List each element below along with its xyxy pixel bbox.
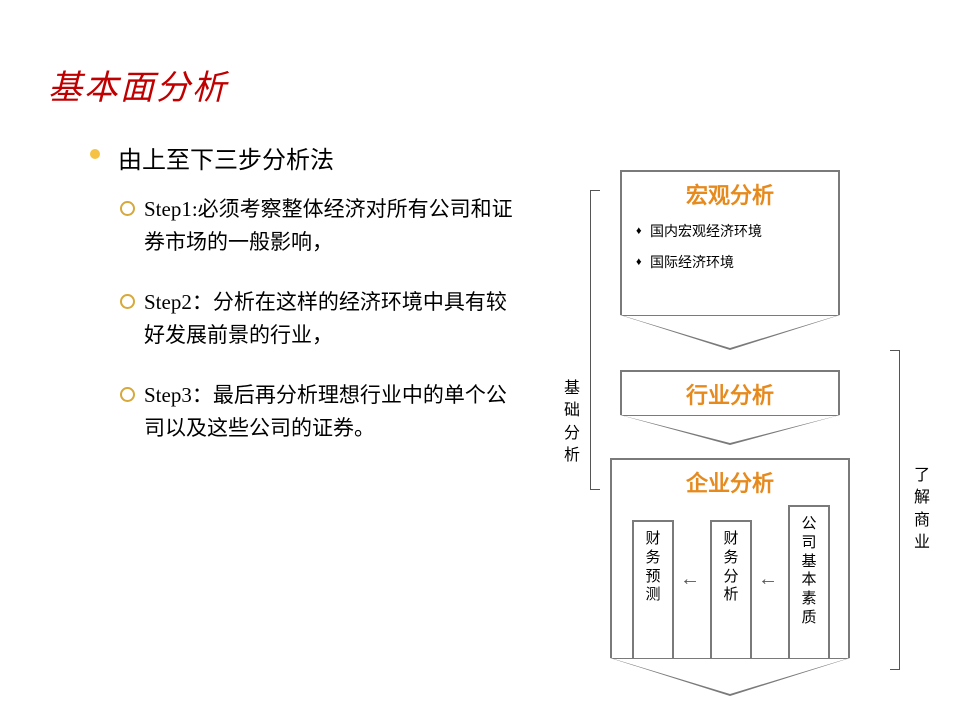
- macro-item-1: 国内宏观经济环境: [636, 224, 824, 243]
- step-1: Step1:必须考察整体经济对所有公司和证券市场的一般影响，: [120, 193, 520, 258]
- inner-forecast-label: 财务预测: [634, 522, 672, 605]
- box-macro-title: 宏观分析: [622, 172, 838, 210]
- main-bullet: 由上至下三步分析法: [90, 140, 520, 175]
- inner-box-forecast: 财务预测: [632, 520, 674, 658]
- box-macro-items: 国内宏观经济环境 国际经济环境: [636, 224, 824, 274]
- macro-item-2: 国际经济环境: [636, 255, 824, 274]
- page-title: 基本面分析: [48, 60, 228, 109]
- inner-analysis-label: 财务分析: [712, 522, 750, 605]
- box-enterprise: 企业分析 财务预测 财务分析 公司基本素质 ← ←: [610, 458, 850, 658]
- arrow-left-1-icon: ←: [680, 568, 700, 591]
- left-column: 由上至下三步分析法 Step1:必须考察整体经济对所有公司和证券市场的一般影响，…: [90, 140, 520, 472]
- arrow-macro: [620, 315, 840, 350]
- bracket-left: [590, 190, 600, 490]
- box-industry: 行业分析: [620, 370, 840, 415]
- side-label-left: 基础分析: [562, 378, 582, 468]
- arrow-enterprise: [610, 658, 850, 696]
- box-macro: 宏观分析 国内宏观经济环境 国际经济环境: [620, 170, 840, 315]
- step-3: Step3：最后再分析理想行业中的单个公司以及这些公司的证券。: [120, 379, 520, 444]
- inner-quality-label: 公司基本素质: [790, 507, 828, 628]
- step-2: Step2：分析在这样的经济环境中具有较好发展前景的行业，: [120, 286, 520, 351]
- box-industry-title: 行业分析: [622, 372, 838, 410]
- bracket-right: [890, 350, 900, 670]
- inner-box-quality: 公司基本素质: [788, 505, 830, 658]
- arrow-industry: [620, 415, 840, 445]
- box-enterprise-title: 企业分析: [612, 460, 848, 498]
- arrow-left-2-icon: ←: [758, 568, 778, 591]
- diagram: 基础分析 了解商业 宏观分析 国内宏观经济环境 国际经济环境 行业分析 企业分析…: [560, 140, 950, 700]
- inner-box-analysis: 财务分析: [710, 520, 752, 658]
- side-label-right: 了解商业: [912, 465, 932, 555]
